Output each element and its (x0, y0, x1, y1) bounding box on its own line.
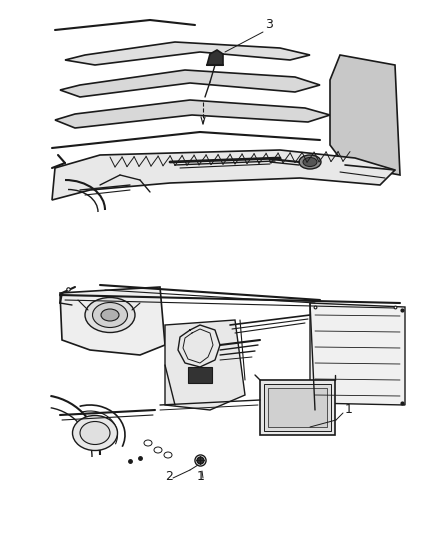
Ellipse shape (164, 452, 172, 458)
Bar (260, 380, 335, 435)
Polygon shape (52, 150, 395, 200)
Ellipse shape (154, 447, 162, 453)
Polygon shape (310, 303, 405, 405)
Text: 1: 1 (197, 470, 205, 483)
Polygon shape (330, 55, 400, 175)
Ellipse shape (80, 422, 110, 445)
Polygon shape (207, 50, 223, 65)
Polygon shape (165, 320, 245, 410)
Text: 3: 3 (265, 18, 273, 31)
Polygon shape (60, 70, 320, 97)
Ellipse shape (85, 297, 135, 333)
Ellipse shape (299, 155, 321, 169)
Text: 2: 2 (165, 470, 173, 483)
Ellipse shape (144, 440, 152, 446)
Bar (264, 384, 331, 431)
Ellipse shape (303, 157, 317, 166)
Polygon shape (65, 42, 310, 65)
Polygon shape (60, 287, 165, 355)
Ellipse shape (92, 303, 127, 327)
Bar (188, 367, 212, 383)
Ellipse shape (101, 309, 119, 321)
Ellipse shape (73, 416, 117, 450)
Polygon shape (55, 100, 330, 128)
Bar (268, 388, 327, 427)
Text: 1: 1 (345, 403, 353, 416)
